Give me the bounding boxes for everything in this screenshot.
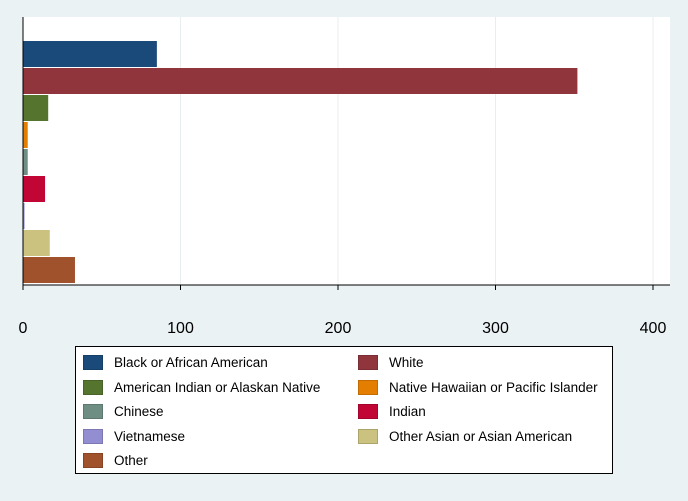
legend-swatch <box>358 404 378 419</box>
x-axis-ticks: 0 100 200 300 400 <box>19 285 667 337</box>
legend-label: American Indian or Alaskan Native <box>114 379 321 395</box>
bar <box>23 122 28 148</box>
legend-label: Chinese <box>114 404 164 419</box>
legend-item: Other Asian or Asian American <box>358 428 573 444</box>
legend-swatch <box>83 428 103 444</box>
bar <box>23 203 25 229</box>
bar <box>23 68 578 94</box>
legend-label: Black or African American <box>114 355 268 370</box>
bars <box>23 41 578 283</box>
legend-swatch <box>83 379 103 395</box>
bar <box>23 41 157 67</box>
legend-label: Other <box>114 453 148 468</box>
x-tick-label: 400 <box>640 320 667 337</box>
legend-label: White <box>389 355 424 370</box>
x-tick-label: 100 <box>167 320 194 337</box>
legend-item: Other <box>83 453 148 468</box>
legend-label: Indian <box>389 404 426 419</box>
legend-item: Indian <box>358 404 426 419</box>
legend-label: Native Hawaiian or Pacific Islander <box>389 379 598 395</box>
bar <box>23 257 75 283</box>
bar <box>23 149 28 175</box>
legend-swatch <box>358 379 378 395</box>
x-tick-label: 300 <box>482 320 509 337</box>
legend-swatch <box>358 355 378 370</box>
legend-item: Black or African American <box>83 355 268 370</box>
legend-item: Chinese <box>83 404 164 419</box>
x-tick-label: 200 <box>325 320 352 337</box>
legend-label: Other Asian or Asian American <box>389 428 573 444</box>
legend: Black or African American White American I… <box>75 346 613 474</box>
legend-swatch <box>83 355 103 370</box>
legend-item: Native Hawaiian or Pacific Islander <box>358 379 598 395</box>
bar <box>23 176 46 202</box>
gridlines <box>180 17 654 285</box>
bar <box>23 230 50 256</box>
legend-swatch <box>83 453 103 468</box>
bar <box>23 95 49 121</box>
legend-swatch <box>358 428 378 444</box>
legend-item: Vietnamese <box>83 428 186 444</box>
x-tick-label: 0 <box>19 320 28 337</box>
legend-label: Vietnamese <box>114 428 186 444</box>
legend-item: American Indian or Alaskan Native <box>83 379 321 395</box>
legend-swatch <box>83 404 103 419</box>
legend-item: White <box>358 355 424 370</box>
